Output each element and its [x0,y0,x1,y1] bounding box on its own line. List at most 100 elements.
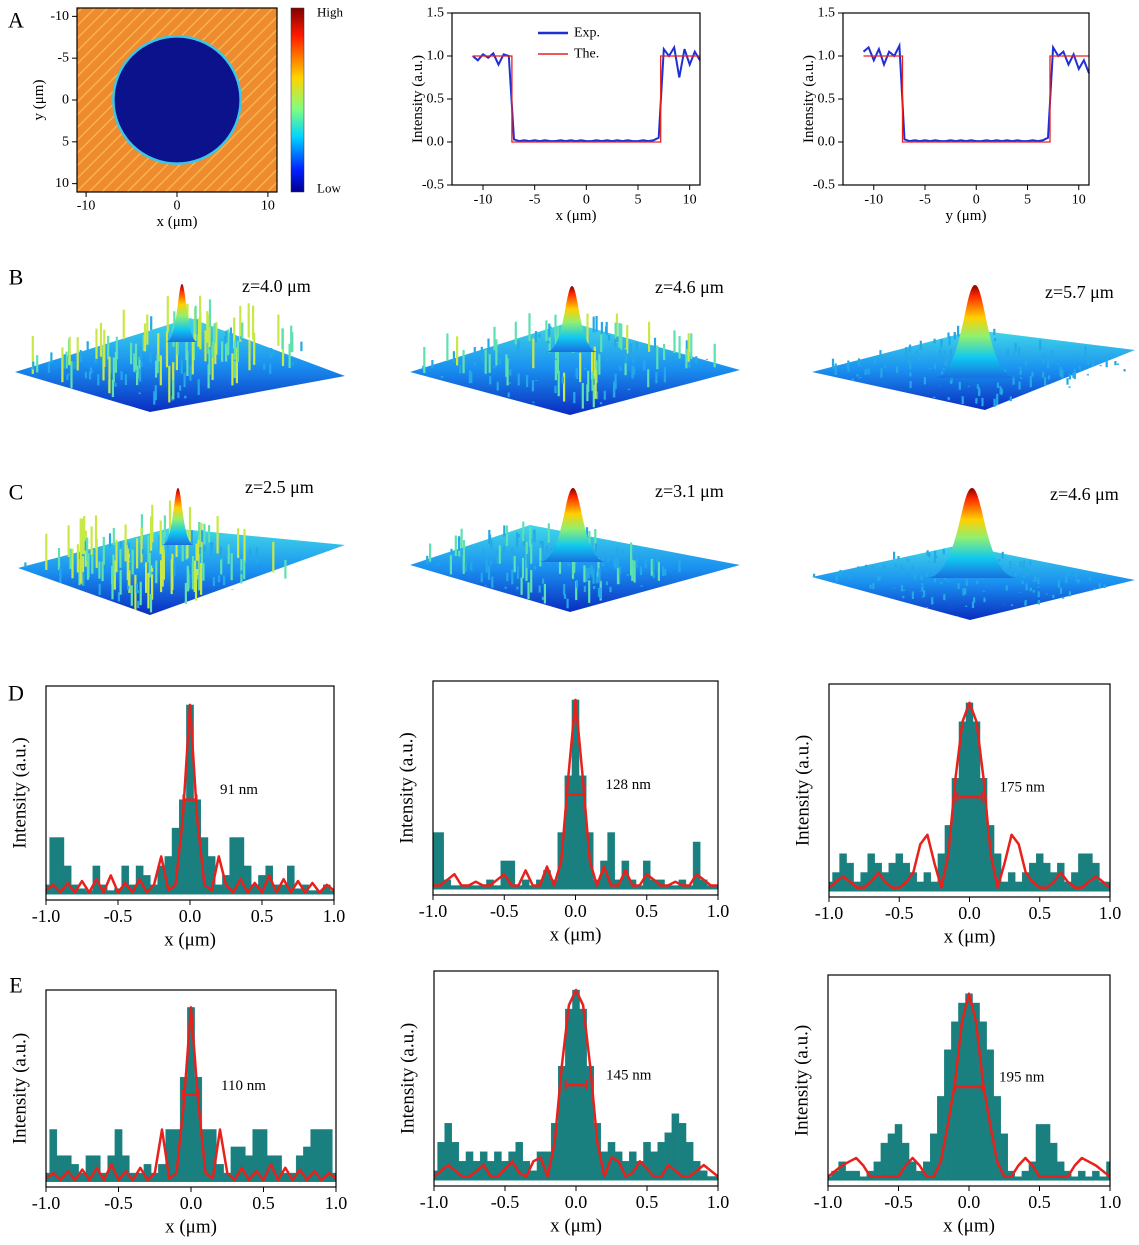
intensity-bar [216,1164,224,1182]
x-tick-label: 0 [583,193,590,208]
depth-annotation: z=5.7 μm [1045,282,1114,302]
x-tick-label: 1.0 [707,901,730,921]
y-tick-label: 10 [55,176,69,191]
surface-peak [162,488,194,545]
theory-line [828,701,1111,889]
x-tick-label: 0.0 [958,1192,981,1212]
y-tick-label: -5 [57,51,69,66]
x-tick-label: 0.5 [636,901,659,921]
x-tick-label: 1.0 [1099,1192,1122,1212]
intensity-bar [471,885,480,890]
y-axis-label: Intensity (a.u.) [397,732,418,843]
depth-annotation: z=3.1 μm [655,481,724,501]
colorbar-low-label: Low [317,181,341,196]
y-tick-label: 1.5 [427,6,445,21]
intensity-bar [707,1176,715,1181]
y-axis-label: Intensity (a.u.) [10,737,31,848]
intensity-bar [121,1155,130,1182]
y-axis-label: Intensity (a.u.) [801,55,817,143]
x-axis-label: x (μm) [164,930,216,951]
fwhm-label: 91 nm [220,782,258,798]
surface-peak [926,488,1018,578]
y-tick-label: 0.5 [818,92,836,107]
theory-line [433,698,718,887]
intensity-bar [1000,881,1009,892]
x-tick-label: 1.0 [323,906,346,926]
intensity-bar [63,865,72,895]
x-axis-label: x (μm) [165,1217,217,1238]
x-tick-label: 1.0 [707,1192,730,1212]
intensity-bar [664,1132,673,1181]
panel-label: A [8,8,24,33]
intensity-bar [839,853,847,892]
intensity-bar [643,1142,651,1181]
y-tick-label: 1.0 [427,49,445,64]
legend-label: The. [574,47,599,62]
intensity-bar [1007,872,1016,892]
intensity-bar [106,890,115,895]
intensity-bar [1099,1176,1107,1181]
x-tick-label: 0.0 [564,901,587,921]
x-tick-label: 0.0 [180,1193,203,1213]
x-tick-label: 10 [683,193,697,208]
intensity-bar [324,1129,333,1182]
surface-peak [933,285,1017,378]
y-axis-label: Intensity (a.u.) [410,55,426,143]
surface-peak [166,284,198,342]
x-tick-label: 1.0 [1099,903,1122,923]
intensity-bar [121,865,129,895]
intensity-bar [915,1170,924,1181]
fwhm-label: 175 nm [1000,780,1046,796]
panel-label: B [9,265,24,290]
x-tick-label: -10 [474,193,493,208]
intensity-bar [1021,1170,1030,1181]
x-tick-label: -1.0 [419,901,448,921]
intensity-bar [287,865,295,895]
intensity-bar [507,860,516,890]
legend-label: Exp. [574,26,600,41]
intensity-bar [265,865,274,895]
intensity-bar [1000,1133,1008,1181]
x-tick-label: -0.5 [104,906,133,926]
x-tick-label: 10 [261,199,275,214]
depth-annotation: z=4.6 μm [655,277,724,297]
intensity-bar [158,1164,166,1182]
y-axis-label: y (μm) [31,80,47,121]
colorbar-high-label: High [317,5,344,20]
x-tick-label: -5 [919,193,931,208]
panel-label: D [8,681,24,706]
intensity-bar [294,888,302,895]
intensity-bar [1014,881,1023,892]
intensity-bar [1092,1170,1100,1181]
intensity-bar [1078,1170,1086,1181]
y-tick-label: 0.0 [427,135,445,150]
intensity-bar [671,885,680,890]
x-tick-label: 0.0 [179,906,202,926]
x-tick-label: 1.0 [325,1193,348,1213]
intensity-bar [1085,853,1093,892]
y-tick-label: -0.5 [422,178,444,193]
intensity-bar [1042,1124,1051,1181]
intensity-bar [930,881,939,892]
intensity-bar [437,1142,445,1181]
profile-line [472,44,701,143]
intensity-bar [308,890,317,895]
x-tick-label: 0.0 [565,1192,588,1212]
fwhm-label: 195 nm [999,1070,1045,1086]
x-tick-label: -0.5 [491,1192,520,1212]
intensity-bar [845,1170,853,1181]
intensity-bar [214,884,223,895]
theory-line [827,992,1111,1178]
x-axis-label: y (μm) [946,208,987,224]
intensity-bar [692,841,701,890]
x-tick-label: -5 [529,193,541,208]
theory-line [45,1006,337,1182]
x-tick-label: -0.5 [885,903,914,923]
depth-annotation: z=4.0 μm [242,276,311,296]
intensity-bar [846,862,854,892]
y-tick-label: 0 [62,93,69,108]
theory-line [45,703,335,894]
fwhm-label: 145 nm [606,1068,652,1084]
x-tick-label: 0 [973,193,980,208]
intensity-bar [1085,1176,1093,1181]
